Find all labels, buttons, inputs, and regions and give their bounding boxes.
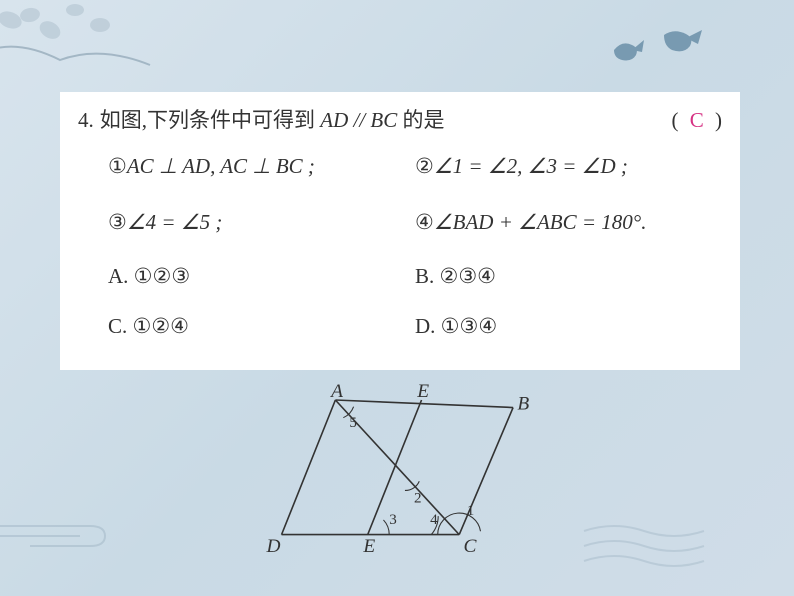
condition-2: ②∠1 = ∠2, ∠3 = ∠D ; bbox=[415, 138, 722, 195]
svg-text:1: 1 bbox=[467, 503, 475, 519]
answer-letter: C bbox=[684, 104, 710, 138]
option-a: A. ①②③ bbox=[108, 251, 415, 301]
svg-text:3: 3 bbox=[389, 512, 397, 528]
question-stem: 4. 如图,下列条件中可得到 AD // BC 的是 ( C ) bbox=[78, 104, 722, 138]
condition-3: ③∠4 = ∠5 ; bbox=[108, 194, 415, 251]
svg-text:2: 2 bbox=[414, 490, 422, 506]
condition-1: ①AC ⊥ AD, AC ⊥ BC ; bbox=[108, 138, 415, 195]
svg-text:5: 5 bbox=[349, 415, 357, 431]
svg-text:D: D bbox=[265, 536, 280, 557]
option-list: A. ①②③ B. ②③④ C. ①②④ D. ①③④ bbox=[78, 251, 722, 352]
answer-blank: ( C ) bbox=[672, 104, 723, 138]
question-number: 4. bbox=[78, 104, 94, 138]
decoration-wave-bottom-left bbox=[0, 506, 130, 566]
question-text: 如图,下列条件中可得到 AD // BC 的是 bbox=[100, 104, 642, 138]
svg-text:4: 4 bbox=[430, 512, 438, 528]
svg-text:B: B bbox=[517, 394, 529, 415]
geometry-figure: A E B D E C 5 2 3 4 1 bbox=[260, 380, 540, 560]
option-d: D. ①③④ bbox=[415, 301, 722, 351]
svg-text:C: C bbox=[464, 536, 478, 557]
question-card: 4. 如图,下列条件中可得到 AD // BC 的是 ( C ) ①AC ⊥ A… bbox=[60, 92, 740, 370]
svg-text:E: E bbox=[416, 381, 429, 402]
option-b: B. ②③④ bbox=[415, 251, 722, 301]
option-c: C. ①②④ bbox=[108, 301, 415, 351]
condition-4: ④∠BAD + ∠ABC = 180°. bbox=[415, 194, 722, 251]
condition-list: ①AC ⊥ AD, AC ⊥ BC ; ②∠1 = ∠2, ∠3 = ∠D ; … bbox=[78, 138, 722, 251]
svg-text:E: E bbox=[362, 536, 375, 557]
svg-text:A: A bbox=[329, 381, 343, 402]
decoration-birds-top-right bbox=[594, 20, 714, 100]
decoration-wave-bottom-right bbox=[574, 516, 714, 576]
